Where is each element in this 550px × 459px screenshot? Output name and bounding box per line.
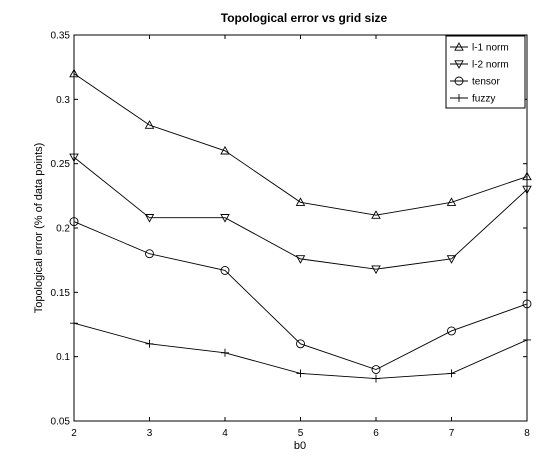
data-point-fuzzy xyxy=(145,339,154,348)
data-point-fuzzy xyxy=(447,369,456,378)
data-point-fuzzy xyxy=(523,335,531,344)
data-point-l-2-norm xyxy=(220,214,230,223)
legend-marker xyxy=(455,94,463,102)
data-point-fuzzy xyxy=(372,374,380,383)
legend-item-l-2-norm: l-2 norm xyxy=(450,60,509,71)
legend-item-fuzzy: fuzzy xyxy=(450,94,495,105)
data-point-l-2-norm xyxy=(295,255,306,264)
series-line-l-2-norm xyxy=(73,156,528,270)
series-l-1-norm xyxy=(69,68,532,219)
y-axis: 0.05 0.1 0.15 0.2 0.25 0.3 0.35 xyxy=(51,31,527,428)
series-tensor xyxy=(69,217,532,374)
data-point-tensor xyxy=(145,249,154,259)
series-line-l-1-norm xyxy=(73,73,528,216)
y-tick-label: 0.25 xyxy=(51,159,71,170)
data-point-l-1-norm xyxy=(295,197,306,206)
legend-item-tensor: tensor xyxy=(450,77,500,88)
legend-label: tensor xyxy=(472,77,500,88)
data-point-l-2-norm xyxy=(522,185,532,195)
data-point-l-1-norm xyxy=(220,145,230,155)
y-axis-label: Topological error (% of data points) xyxy=(33,143,45,314)
x-tick-label: 4 xyxy=(222,428,228,439)
x-tick-label: 8 xyxy=(524,428,530,439)
data-point-tensor xyxy=(220,266,230,275)
data-point-fuzzy xyxy=(70,319,78,328)
legend-label: l-1 norm xyxy=(472,43,509,54)
data-point-tensor xyxy=(371,365,381,374)
series-line-tensor xyxy=(73,221,528,371)
data-point-fuzzy xyxy=(296,369,305,378)
data-point-l-2-norm xyxy=(371,265,381,275)
legend-label: fuzzy xyxy=(472,94,495,105)
y-tick-label: 0.1 xyxy=(56,352,70,363)
data-point-l-2-norm xyxy=(144,214,155,223)
data-point-tensor xyxy=(296,339,305,349)
x-axis-label: b0 xyxy=(294,440,306,452)
legend: l-1 norm l-2 norm tensor fuzzy xyxy=(445,35,526,109)
data-point-l-1-norm xyxy=(144,120,155,129)
y-tick-label: 0.35 xyxy=(51,31,71,42)
series-group xyxy=(69,68,532,383)
data-point-l-2-norm xyxy=(446,255,457,264)
y-tick-label: 0.2 xyxy=(56,224,70,235)
y-tick-label: 0.15 xyxy=(51,288,71,299)
data-point-l-1-norm xyxy=(69,68,79,78)
x-tick-label: 6 xyxy=(373,428,379,439)
legend-marker xyxy=(454,42,464,51)
y-tick-label: 0.3 xyxy=(56,95,70,106)
data-point-tensor xyxy=(522,299,532,309)
x-tick-label: 5 xyxy=(298,428,304,439)
data-point-l-1-norm xyxy=(446,197,457,206)
legend-marker xyxy=(454,76,464,86)
data-point-fuzzy xyxy=(221,348,229,357)
data-point-tensor xyxy=(447,326,456,336)
series-l-2-norm xyxy=(69,153,532,275)
x-tick-label: 7 xyxy=(449,428,455,439)
legend-marker xyxy=(454,60,464,69)
legend-label: l-2 norm xyxy=(472,60,509,71)
x-tick-label: 2 xyxy=(71,428,77,439)
data-point-l-2-norm xyxy=(69,153,79,163)
legend-item-l-1-norm: l-1 norm xyxy=(450,42,509,54)
data-point-l-1-norm xyxy=(522,171,532,181)
x-tick-label: 3 xyxy=(147,428,153,439)
series-fuzzy xyxy=(70,319,531,383)
chart-title: Topological error vs grid size xyxy=(221,11,388,25)
data-point-l-1-norm xyxy=(371,210,381,219)
y-tick-label: 0.05 xyxy=(51,417,71,428)
data-point-tensor xyxy=(69,217,79,227)
x-axis: 2 3 4 5 6 7 8 xyxy=(71,35,530,439)
